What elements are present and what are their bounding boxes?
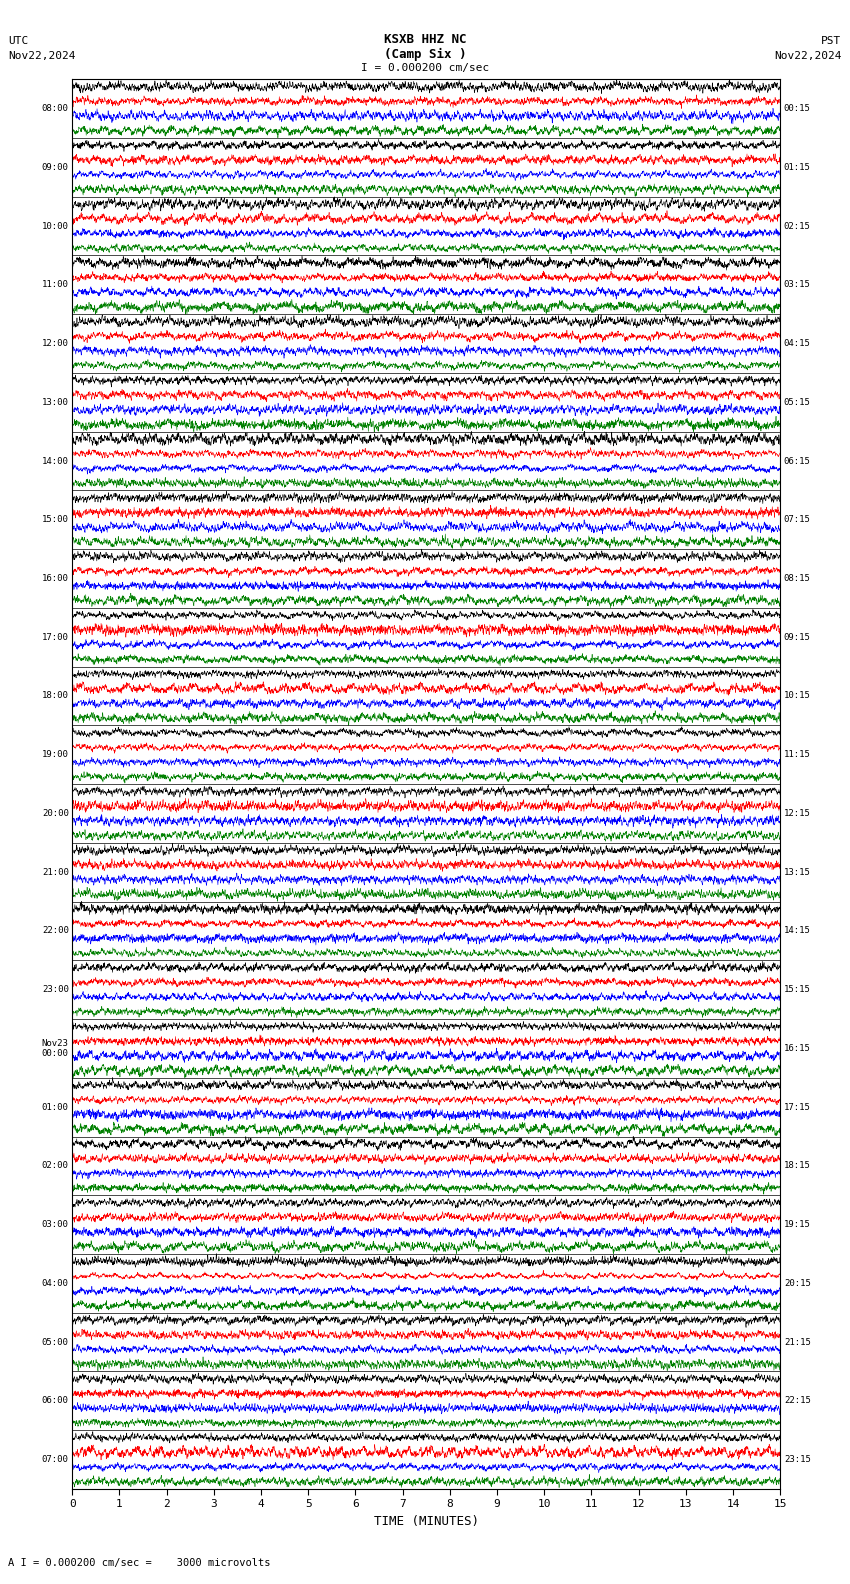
Text: 12:00: 12:00	[42, 339, 69, 348]
Text: Nov22,2024: Nov22,2024	[8, 51, 76, 60]
Text: Nov22,2024: Nov22,2024	[774, 51, 842, 60]
Text: 10:00: 10:00	[42, 222, 69, 231]
Text: 23:15: 23:15	[784, 1456, 811, 1464]
Text: 06:15: 06:15	[784, 456, 811, 466]
Text: 12:15: 12:15	[784, 809, 811, 817]
Text: 16:15: 16:15	[784, 1044, 811, 1053]
Text: 20:00: 20:00	[42, 809, 69, 817]
Text: 03:15: 03:15	[784, 280, 811, 290]
Text: 15:15: 15:15	[784, 985, 811, 995]
Text: 03:00: 03:00	[42, 1220, 69, 1229]
Text: 02:15: 02:15	[784, 222, 811, 231]
Text: 05:00: 05:00	[42, 1337, 69, 1346]
Text: 13:00: 13:00	[42, 398, 69, 407]
Text: (Camp Six ): (Camp Six )	[383, 48, 467, 60]
Text: 18:15: 18:15	[784, 1161, 811, 1171]
Text: 17:00: 17:00	[42, 632, 69, 642]
Text: 19:00: 19:00	[42, 751, 69, 759]
Text: 06:00: 06:00	[42, 1397, 69, 1405]
Text: 00:15: 00:15	[784, 105, 811, 112]
Text: Nov23
00:00: Nov23 00:00	[42, 1039, 69, 1058]
Text: 23:00: 23:00	[42, 985, 69, 995]
Text: 22:15: 22:15	[784, 1397, 811, 1405]
Text: 15:00: 15:00	[42, 515, 69, 524]
Text: 10:15: 10:15	[784, 692, 811, 700]
Text: UTC: UTC	[8, 36, 29, 46]
Text: 20:15: 20:15	[784, 1278, 811, 1288]
Text: 11:00: 11:00	[42, 280, 69, 290]
Text: 04:00: 04:00	[42, 1278, 69, 1288]
Text: 14:00: 14:00	[42, 456, 69, 466]
Text: 11:15: 11:15	[784, 751, 811, 759]
Text: 22:00: 22:00	[42, 927, 69, 936]
Text: 16:00: 16:00	[42, 573, 69, 583]
Text: 07:00: 07:00	[42, 1456, 69, 1464]
Text: 08:15: 08:15	[784, 573, 811, 583]
Text: 18:00: 18:00	[42, 692, 69, 700]
Text: 02:00: 02:00	[42, 1161, 69, 1171]
Text: 08:00: 08:00	[42, 105, 69, 112]
Text: KSXB HHZ NC: KSXB HHZ NC	[383, 33, 467, 46]
Text: 13:15: 13:15	[784, 868, 811, 876]
Text: 01:15: 01:15	[784, 163, 811, 171]
Text: 09:00: 09:00	[42, 163, 69, 171]
Text: I = 0.000200 cm/sec: I = 0.000200 cm/sec	[361, 63, 489, 73]
Text: 07:15: 07:15	[784, 515, 811, 524]
Text: 04:15: 04:15	[784, 339, 811, 348]
X-axis label: TIME (MINUTES): TIME (MINUTES)	[374, 1514, 479, 1529]
Text: 01:00: 01:00	[42, 1102, 69, 1112]
Text: 21:00: 21:00	[42, 868, 69, 876]
Text: A I = 0.000200 cm/sec =    3000 microvolts: A I = 0.000200 cm/sec = 3000 microvolts	[8, 1559, 271, 1568]
Text: 21:15: 21:15	[784, 1337, 811, 1346]
Text: 19:15: 19:15	[784, 1220, 811, 1229]
Text: 09:15: 09:15	[784, 632, 811, 642]
Text: 14:15: 14:15	[784, 927, 811, 936]
Text: 05:15: 05:15	[784, 398, 811, 407]
Text: PST: PST	[821, 36, 842, 46]
Text: 17:15: 17:15	[784, 1102, 811, 1112]
